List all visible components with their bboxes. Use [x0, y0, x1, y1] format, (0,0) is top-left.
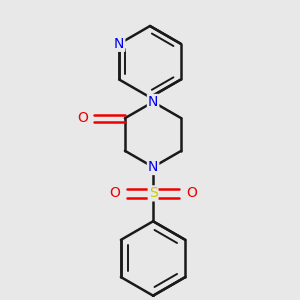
Text: N: N: [148, 160, 158, 174]
Text: S: S: [149, 186, 158, 200]
Text: O: O: [110, 186, 120, 200]
Text: N: N: [114, 37, 124, 51]
Text: O: O: [186, 186, 197, 200]
Text: N: N: [148, 95, 158, 109]
Text: O: O: [78, 111, 88, 125]
